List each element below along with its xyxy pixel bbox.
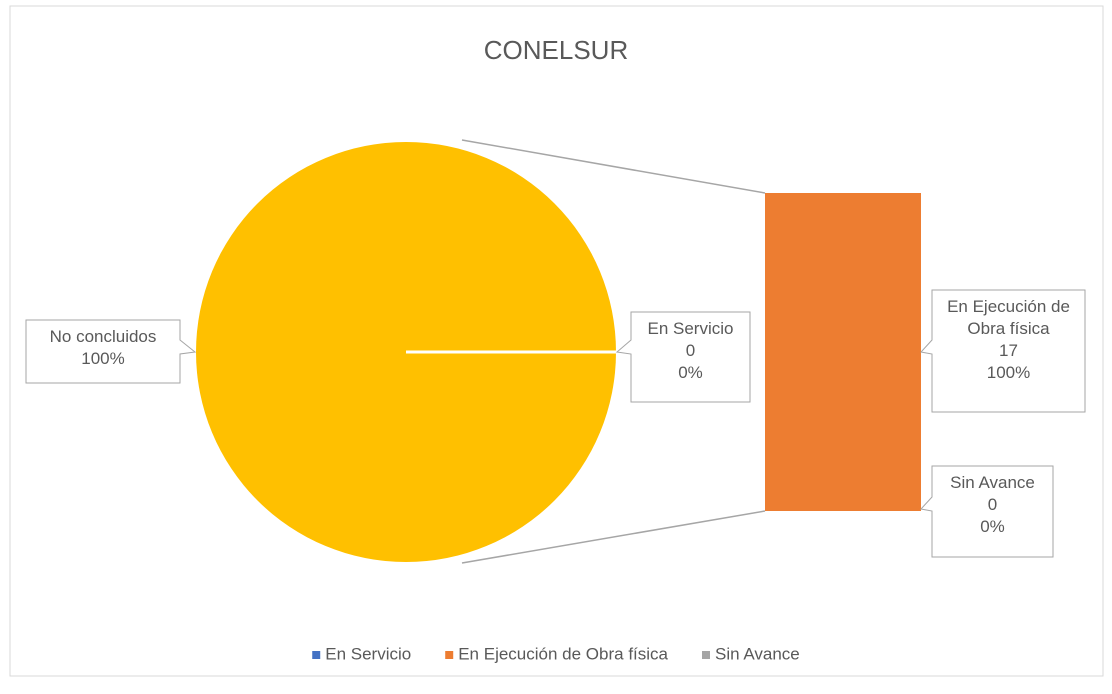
data-label: 0% — [980, 517, 1005, 536]
data-label: 0 — [988, 495, 997, 514]
chart-title: CONELSUR — [484, 35, 628, 65]
data-label: No concluidos — [50, 327, 157, 346]
callout-box — [920, 289, 1086, 413]
label-line: En Ejecución de — [947, 297, 1070, 316]
callout-box — [920, 465, 1054, 558]
label-line: 0% — [980, 517, 1005, 536]
data-label: 100% — [81, 349, 124, 368]
label-line: No concluidos — [50, 327, 157, 346]
label-line: En Servicio — [648, 319, 734, 338]
label-line: 0 — [988, 495, 997, 514]
callout-box — [615, 311, 751, 403]
label-line: Obra física — [967, 319, 1050, 338]
connector — [461, 139, 766, 194]
legend-label: En Servicio — [325, 644, 411, 663]
legend-label: En Ejecución de Obra física — [458, 644, 668, 663]
connector — [461, 510, 766, 564]
data-label: En Ejecución de Obra física — [947, 297, 1070, 338]
label-line: 100% — [987, 363, 1030, 382]
data-label: Sin Avance — [950, 473, 1035, 492]
label-line: 17 — [999, 341, 1018, 360]
data-label: 0 — [686, 341, 695, 360]
bar-segment — [765, 193, 921, 511]
legend: En Servicio En Ejecución de Obra física Si… — [312, 644, 800, 663]
data-label: En Servicio — [648, 319, 734, 338]
legend-label: Sin Avance — [715, 644, 800, 663]
data-label: 100% — [987, 363, 1030, 382]
label-line: 0 — [686, 341, 695, 360]
legend-swatch — [702, 651, 710, 659]
label-line: 0% — [678, 363, 703, 382]
data-label: 17 — [999, 341, 1018, 360]
data-label: 0% — [678, 363, 703, 382]
callout-box — [25, 319, 197, 384]
legend-swatch — [312, 651, 321, 659]
legend-swatch — [445, 651, 454, 659]
label-line: Sin Avance — [950, 473, 1035, 492]
label-line: 100% — [81, 349, 124, 368]
